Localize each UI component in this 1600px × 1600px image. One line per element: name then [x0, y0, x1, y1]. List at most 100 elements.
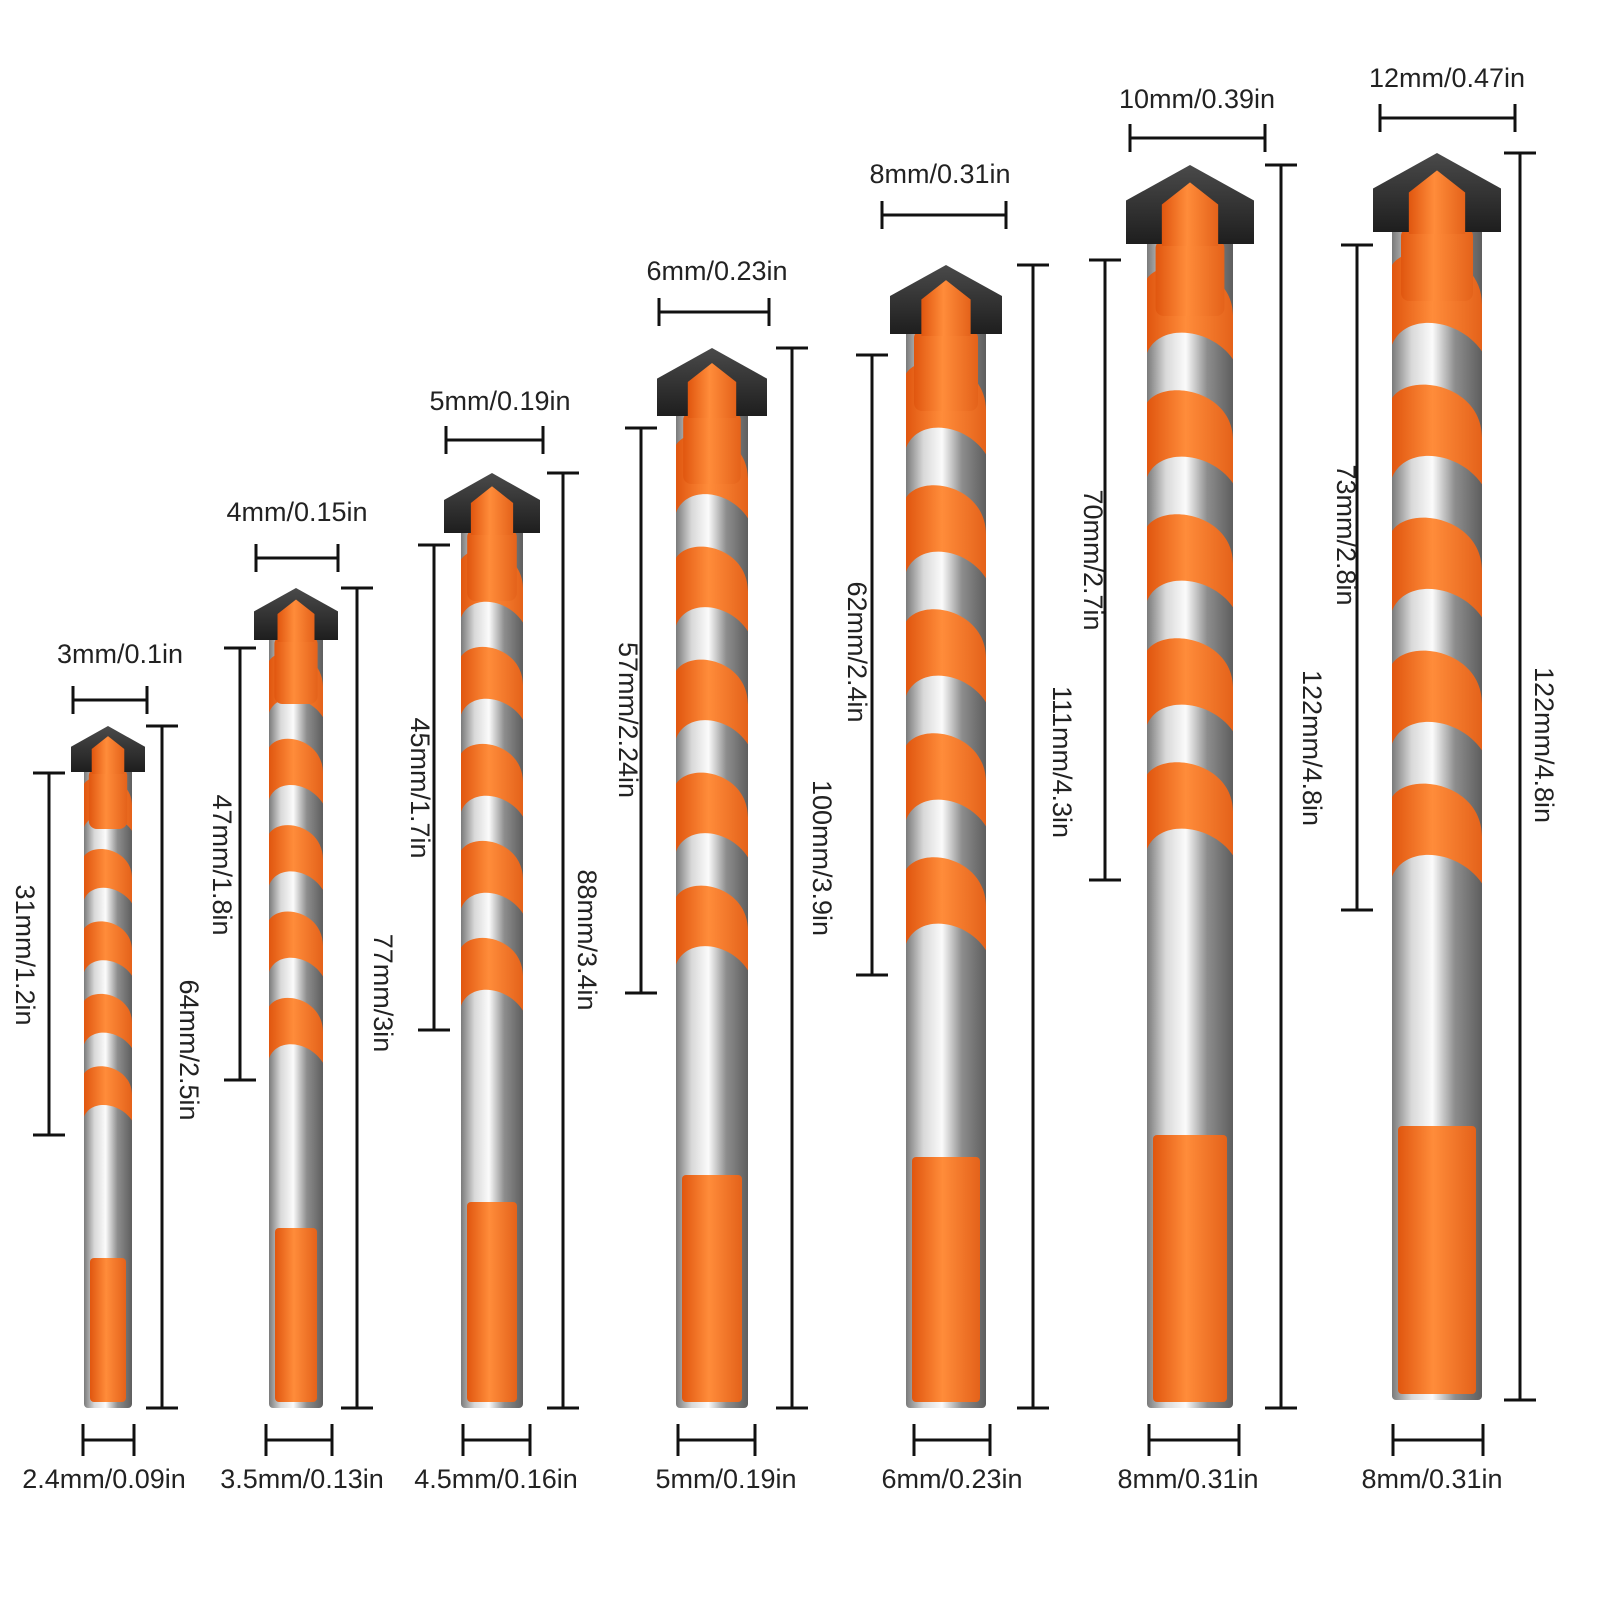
- shank-diameter-dimension-line: [676, 1424, 757, 1456]
- spiral-flute: [676, 885, 748, 971]
- tip-neck: [914, 330, 978, 411]
- total-length-dimension-line: [341, 586, 373, 1410]
- tip-width-dimension-line: [657, 298, 771, 326]
- shank-diameter-dimension-line: [1147, 1424, 1241, 1456]
- flute-length-label: 70mm/2.7in: [1078, 489, 1108, 630]
- dimension-set-1: [33, 686, 178, 1456]
- labels-bit-1: 3mm/0.1in 64mm/2.5in 31mm/1.2in 2.4mm/0.09i…: [10, 639, 204, 1494]
- total-length-label: 100mm/3.9in: [807, 780, 837, 936]
- flute-length-label: 62mm/2.4in: [842, 581, 872, 722]
- shank-diameter-dimension-line: [1391, 1424, 1485, 1456]
- drill-bit-7: [1373, 153, 1501, 1400]
- spiral-flute: [84, 1066, 132, 1121]
- total-length-label: 88mm/3.4in: [572, 869, 602, 1010]
- flute-length-dimension-line: [224, 646, 256, 1082]
- labels-bit-6: 10mm/0.39in 122mm/4.8in 70mm/2.7in 8mm/0.31…: [1078, 84, 1327, 1494]
- drill-bit-3: [444, 473, 540, 1408]
- drill-bit-2: [254, 588, 338, 1408]
- spiral-flute: [906, 485, 986, 579]
- shank-diameter-dimension-line: [461, 1424, 532, 1456]
- tip-width-dimension-line: [71, 686, 149, 714]
- drill-bit-1: [71, 726, 145, 1408]
- dimension-set-4: [625, 298, 808, 1456]
- dimension-lines: [33, 104, 1536, 1456]
- spiral-flute: [84, 993, 132, 1049]
- total-length-dimension-line: [1017, 263, 1049, 1410]
- total-length-label: 122mm/4.8in: [1297, 670, 1327, 826]
- flute-length-dimension-line: [418, 543, 450, 1032]
- flute-length-label: 45mm/1.7in: [405, 717, 435, 858]
- tip-width-dimension-line: [880, 201, 1008, 229]
- tip-width-dimension-line: [254, 544, 340, 572]
- dimension-set-2: [224, 544, 373, 1456]
- tip-width-dimension-line: [444, 426, 545, 454]
- shank-diameter-label: 8mm/0.31in: [1361, 1464, 1502, 1494]
- shank-diameter-dimension-line: [81, 1424, 136, 1456]
- shank-flat: [275, 1228, 317, 1402]
- tip-face: [91, 736, 125, 774]
- spiral-flute: [1392, 384, 1482, 485]
- total-length-dimension-line: [1265, 163, 1297, 1410]
- tip-width-label: 10mm/0.39in: [1119, 84, 1275, 114]
- flute-length-dimension-line: [33, 771, 65, 1137]
- tip-neck: [467, 529, 517, 601]
- spiral-flute: [906, 857, 986, 951]
- shank-diameter-dimension-line: [912, 1424, 992, 1456]
- spiral-flute: [906, 609, 986, 703]
- spiral-flute: [1147, 762, 1233, 856]
- spiral-flute: [1147, 638, 1233, 732]
- spiral-flute: [461, 646, 523, 720]
- shank-diameter-label: 5mm/0.19in: [655, 1464, 796, 1494]
- tip-face: [277, 599, 315, 642]
- spiral-flute: [676, 546, 748, 632]
- spiral-flute: [1392, 650, 1482, 751]
- drill-bits: [71, 153, 1501, 1408]
- spiral-flute: [906, 733, 986, 827]
- labels-bit-4: 6mm/0.23in 100mm/3.9in 57mm/2.24in 5mm/0.19…: [613, 256, 837, 1494]
- spiral-flute: [461, 840, 523, 914]
- flute-length-label: 47mm/1.8in: [207, 794, 237, 935]
- total-length-dimension-line: [146, 724, 178, 1410]
- dimension-set-3: [418, 426, 579, 1456]
- spiral-flute: [676, 659, 748, 745]
- tip-width-label: 12mm/0.47in: [1369, 63, 1525, 93]
- dimension-set-7: [1341, 104, 1536, 1456]
- spiral-flute: [84, 921, 132, 976]
- drill-bit-4: [657, 348, 767, 1408]
- shank-flat: [90, 1258, 126, 1402]
- tip-face: [921, 280, 971, 336]
- dimension-labels: 3mm/0.1in 64mm/2.5in 31mm/1.2in 2.4mm/0.09i…: [10, 63, 1559, 1494]
- tip-width-label: 3mm/0.1in: [57, 639, 183, 669]
- flute-length-dimension-line: [1089, 258, 1121, 882]
- total-length-dimension-line: [1504, 151, 1536, 1402]
- flute-length-dimension-line: [625, 426, 657, 995]
- spiral-flute: [461, 937, 523, 1011]
- spiral-flute: [1392, 783, 1482, 884]
- tip-width-dimension-line: [1378, 104, 1517, 132]
- tip-neck: [274, 636, 318, 704]
- labels-bit-3: 5mm/0.19in 88mm/3.4in 45mm/1.7in 4.5mm/0.16…: [405, 386, 602, 1494]
- total-length-label: 77mm/3in: [368, 934, 398, 1053]
- shank-diameter-label: 8mm/0.31in: [1117, 1464, 1258, 1494]
- tip-neck: [683, 412, 741, 484]
- tip-width-label: 6mm/0.23in: [646, 256, 787, 286]
- shank-flat: [912, 1157, 980, 1402]
- flute-length-dimension-line: [856, 353, 888, 977]
- dimension-set-5: [856, 201, 1049, 1456]
- tip-neck: [88, 768, 128, 829]
- tip-face: [1408, 170, 1466, 234]
- drill-bit-5: [890, 265, 1002, 1408]
- spiral-flute: [269, 738, 323, 804]
- tip-neck: [1155, 240, 1225, 316]
- total-length-dimension-line: [547, 471, 579, 1410]
- total-length-label: 64mm/2.5in: [174, 979, 204, 1120]
- dimension-set-6: [1089, 124, 1297, 1456]
- total-length-dimension-line: [776, 346, 808, 1410]
- shank-flat: [1153, 1135, 1227, 1402]
- tip-face: [687, 362, 737, 418]
- spiral-flute: [84, 849, 132, 904]
- tip-neck: [1401, 228, 1473, 301]
- spiral-flute: [269, 825, 323, 890]
- total-length-label: 122mm/4.8in: [1529, 667, 1559, 823]
